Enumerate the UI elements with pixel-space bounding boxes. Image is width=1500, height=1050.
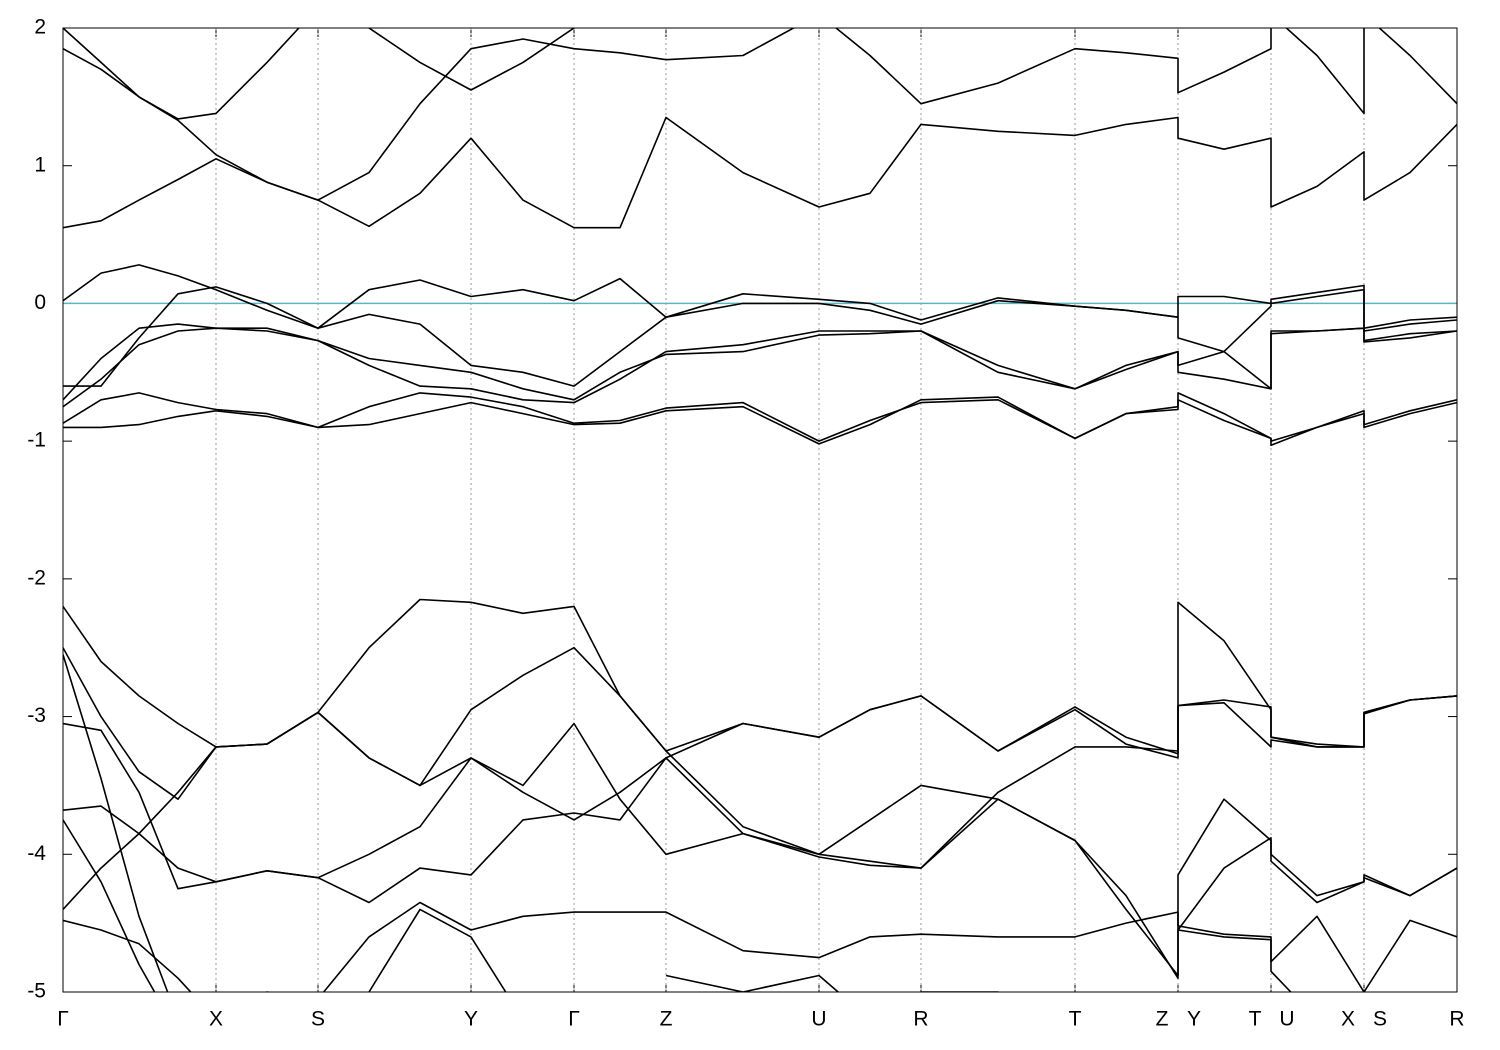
band-line [63,286,1457,387]
y-tick-label: -2 [27,566,46,589]
x-tick-label: Y [464,1008,478,1031]
band-line [63,323,1457,404]
band-line [63,819,1457,992]
x-tick-label: X [209,1008,223,1031]
band-line [63,598,1457,755]
labels: 210-1-2-3-4-5Γ X S Y Γ Z U R T Z Y T U X S R [27,16,1464,1031]
y-tick-label: -5 [27,980,46,1003]
x-tick-label: Γ [57,1008,69,1031]
band-line [63,396,1457,447]
y-tick-label: -4 [27,842,46,865]
plot-frame [62,27,1458,993]
bands [63,28,1457,992]
band-line [63,28,1457,201]
x-tick-label: R [1449,1008,1464,1031]
band-line [63,116,1457,229]
band-line [63,646,1457,869]
x-tick-label: U [811,1008,826,1031]
y-tick-label: 0 [34,291,46,314]
x-tick-label: S [1373,1008,1387,1031]
y-tick-label: 1 [34,153,46,176]
x-tick-label: S [311,1008,325,1031]
x-tick-label: Z [1156,1008,1169,1031]
grid [62,27,1458,993]
band-line [63,901,1457,992]
x-tick-label: Γ [568,1008,580,1031]
x-tick-label: Y [1187,1008,1201,1031]
y-tick-label: -1 [27,429,46,452]
x-tick-label: U [1279,1008,1294,1031]
band-line [63,654,169,992]
band-line [63,757,1457,979]
x-tick-label: T [1069,1008,1082,1031]
x-tick-label: Z [660,1008,673,1031]
band-line [63,28,577,120]
band-line [63,327,1457,408]
band-line [63,695,1457,910]
y-tick-label: -3 [27,704,46,727]
x-tick-label: R [913,1008,928,1031]
band-line [63,264,1457,329]
x-tick-label: X [1341,1008,1355,1031]
x-tick-label: T [1249,1008,1262,1031]
y-tick-label: 2 [34,16,46,39]
